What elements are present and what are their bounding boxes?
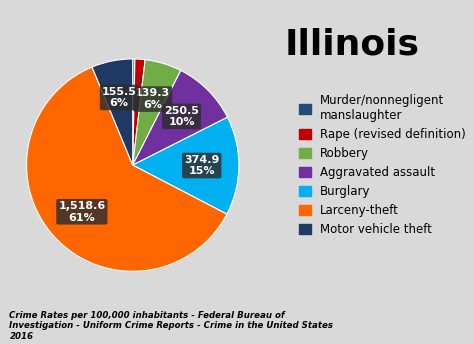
Text: 155.5
6%: 155.5 6% xyxy=(102,87,137,108)
Wedge shape xyxy=(133,59,145,165)
Text: Crime Rates per 100,000 inhabitants - Federal Bureau of
Investigation - Uniform : Crime Rates per 100,000 inhabitants - Fe… xyxy=(9,311,334,341)
Legend: Murder/nonnegligent
manslaughter, Rape (revised definition), Robbery, Aggravated: Murder/nonnegligent manslaughter, Rape (… xyxy=(296,92,468,238)
Text: 8.2
0%: 8.2 0% xyxy=(0,343,1,344)
Text: 374.9
15%: 374.9 15% xyxy=(184,155,219,176)
Wedge shape xyxy=(133,60,181,165)
Wedge shape xyxy=(133,59,135,165)
Wedge shape xyxy=(133,71,228,165)
Wedge shape xyxy=(92,59,133,165)
Text: 1,518.6
61%: 1,518.6 61% xyxy=(58,201,106,223)
Text: 38.3
2%: 38.3 2% xyxy=(0,343,1,344)
Text: 139.3
6%: 139.3 6% xyxy=(135,88,170,110)
Wedge shape xyxy=(133,117,239,214)
Text: Illinois: Illinois xyxy=(284,28,419,62)
Text: 250.5
10%: 250.5 10% xyxy=(164,106,199,127)
Wedge shape xyxy=(27,67,227,271)
